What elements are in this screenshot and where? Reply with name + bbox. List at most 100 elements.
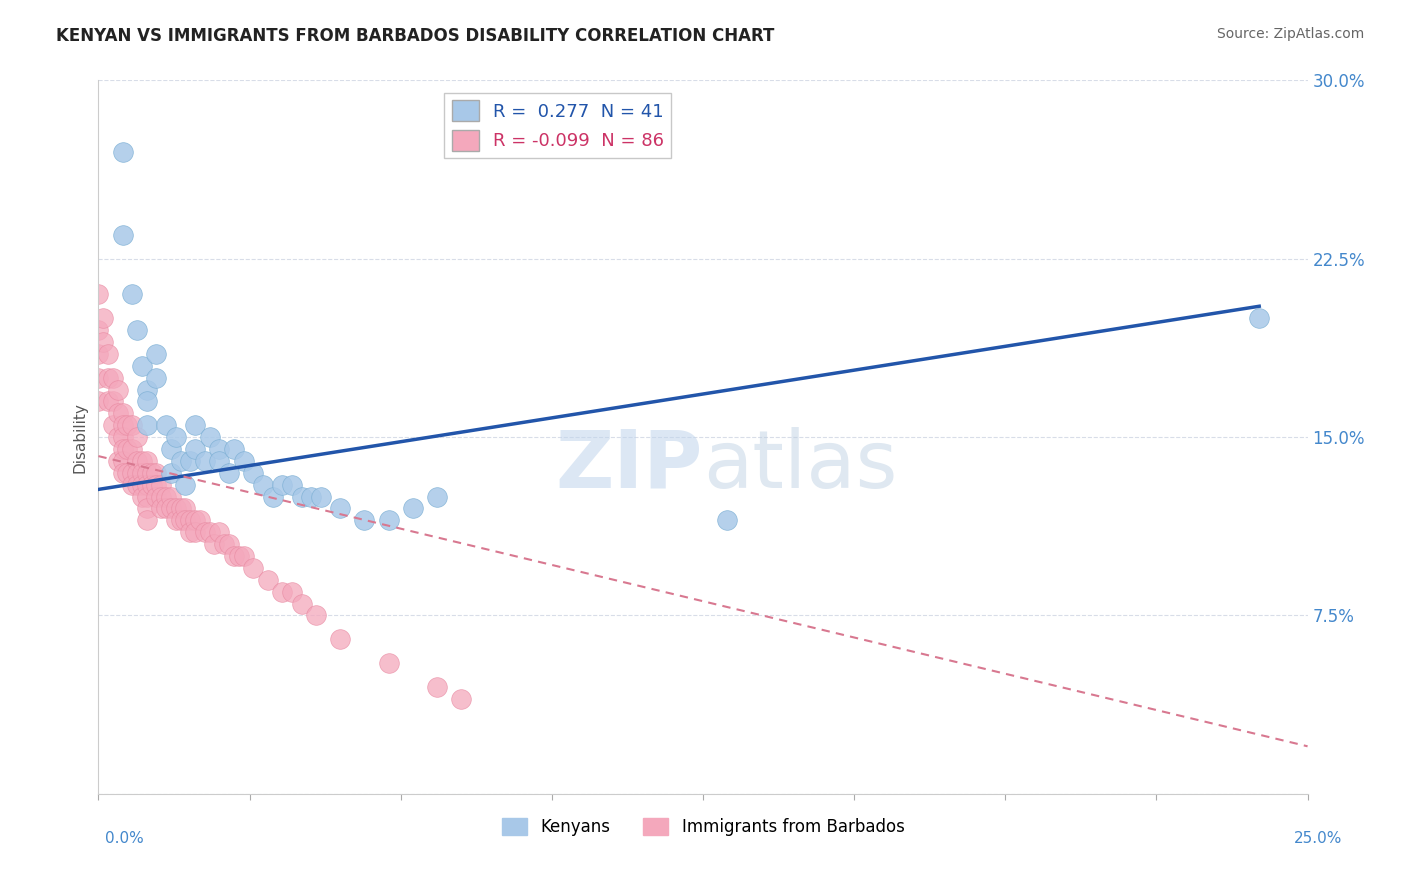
Point [127, 477, 149, 491]
Point [426, 490, 449, 504]
Point [121, 418, 143, 433]
Point [184, 442, 207, 456]
Point [208, 442, 231, 456]
Point [174, 501, 197, 516]
Point [121, 466, 143, 480]
Point [145, 477, 167, 491]
Point [117, 442, 139, 456]
Point [232, 454, 254, 468]
Point [145, 466, 167, 480]
Point [281, 477, 304, 491]
Point [212, 537, 235, 551]
Point [262, 490, 284, 504]
Point [242, 466, 264, 480]
Point [121, 287, 143, 301]
Point [135, 454, 157, 468]
Point [281, 584, 304, 599]
Point [141, 466, 163, 480]
Point [329, 632, 352, 647]
Point [145, 370, 167, 384]
Point [198, 430, 221, 444]
Point [97, 394, 120, 409]
Y-axis label: Disability: Disability [72, 401, 87, 473]
Point [117, 466, 139, 480]
Point [97, 370, 120, 384]
Point [101, 394, 124, 409]
Point [165, 501, 187, 516]
Point [160, 442, 183, 456]
Point [87, 347, 110, 361]
Point [150, 501, 173, 516]
Point [127, 454, 149, 468]
Point [309, 490, 332, 504]
Point [194, 525, 217, 540]
Point [169, 513, 191, 527]
Point [402, 501, 425, 516]
Point [87, 394, 110, 409]
Point [174, 477, 197, 491]
Point [160, 466, 183, 480]
Point [111, 227, 134, 242]
Point [160, 501, 183, 516]
Point [179, 513, 201, 527]
Point [111, 145, 134, 159]
Point [377, 656, 399, 670]
Text: Source: ZipAtlas.com: Source: ZipAtlas.com [1216, 27, 1364, 41]
Point [111, 454, 134, 468]
Point [194, 454, 217, 468]
Point [179, 525, 201, 540]
Point [188, 513, 211, 527]
Point [169, 454, 191, 468]
Point [426, 680, 449, 694]
Point [716, 513, 738, 527]
Point [111, 418, 134, 433]
Point [198, 525, 221, 540]
Point [87, 370, 110, 384]
Point [131, 477, 153, 491]
Point [155, 501, 177, 516]
Point [145, 490, 167, 504]
Point [290, 597, 312, 611]
Point [208, 454, 231, 468]
Point [101, 370, 124, 384]
Point [111, 430, 134, 444]
Point [165, 430, 187, 444]
Text: atlas: atlas [703, 426, 897, 505]
Point [184, 513, 207, 527]
Point [107, 406, 129, 420]
Point [305, 608, 328, 623]
Point [256, 573, 278, 587]
Point [135, 490, 157, 504]
Point [184, 418, 207, 433]
Point [87, 287, 110, 301]
Point [111, 466, 134, 480]
Point [232, 549, 254, 563]
Point [450, 691, 472, 706]
Point [329, 501, 352, 516]
Point [228, 549, 250, 563]
Point [222, 442, 245, 456]
Point [111, 442, 134, 456]
Point [145, 347, 167, 361]
Point [97, 347, 120, 361]
Point [107, 383, 129, 397]
Point [101, 418, 124, 433]
Point [271, 584, 294, 599]
Point [127, 430, 149, 444]
Point [150, 477, 173, 491]
Point [377, 513, 399, 527]
Point [131, 466, 153, 480]
Legend: R =  0.277  N = 41, R = -0.099  N = 86: R = 0.277 N = 41, R = -0.099 N = 86 [444, 93, 672, 158]
Text: KENYAN VS IMMIGRANTS FROM BARBADOS DISABILITY CORRELATION CHART: KENYAN VS IMMIGRANTS FROM BARBADOS DISAB… [56, 27, 775, 45]
Point [127, 466, 149, 480]
Point [107, 454, 129, 468]
Point [184, 525, 207, 540]
Point [107, 430, 129, 444]
Point [135, 501, 157, 516]
Point [87, 323, 110, 337]
Point [141, 477, 163, 491]
Point [174, 513, 197, 527]
Point [121, 442, 143, 456]
Point [1249, 311, 1271, 326]
Point [169, 501, 191, 516]
